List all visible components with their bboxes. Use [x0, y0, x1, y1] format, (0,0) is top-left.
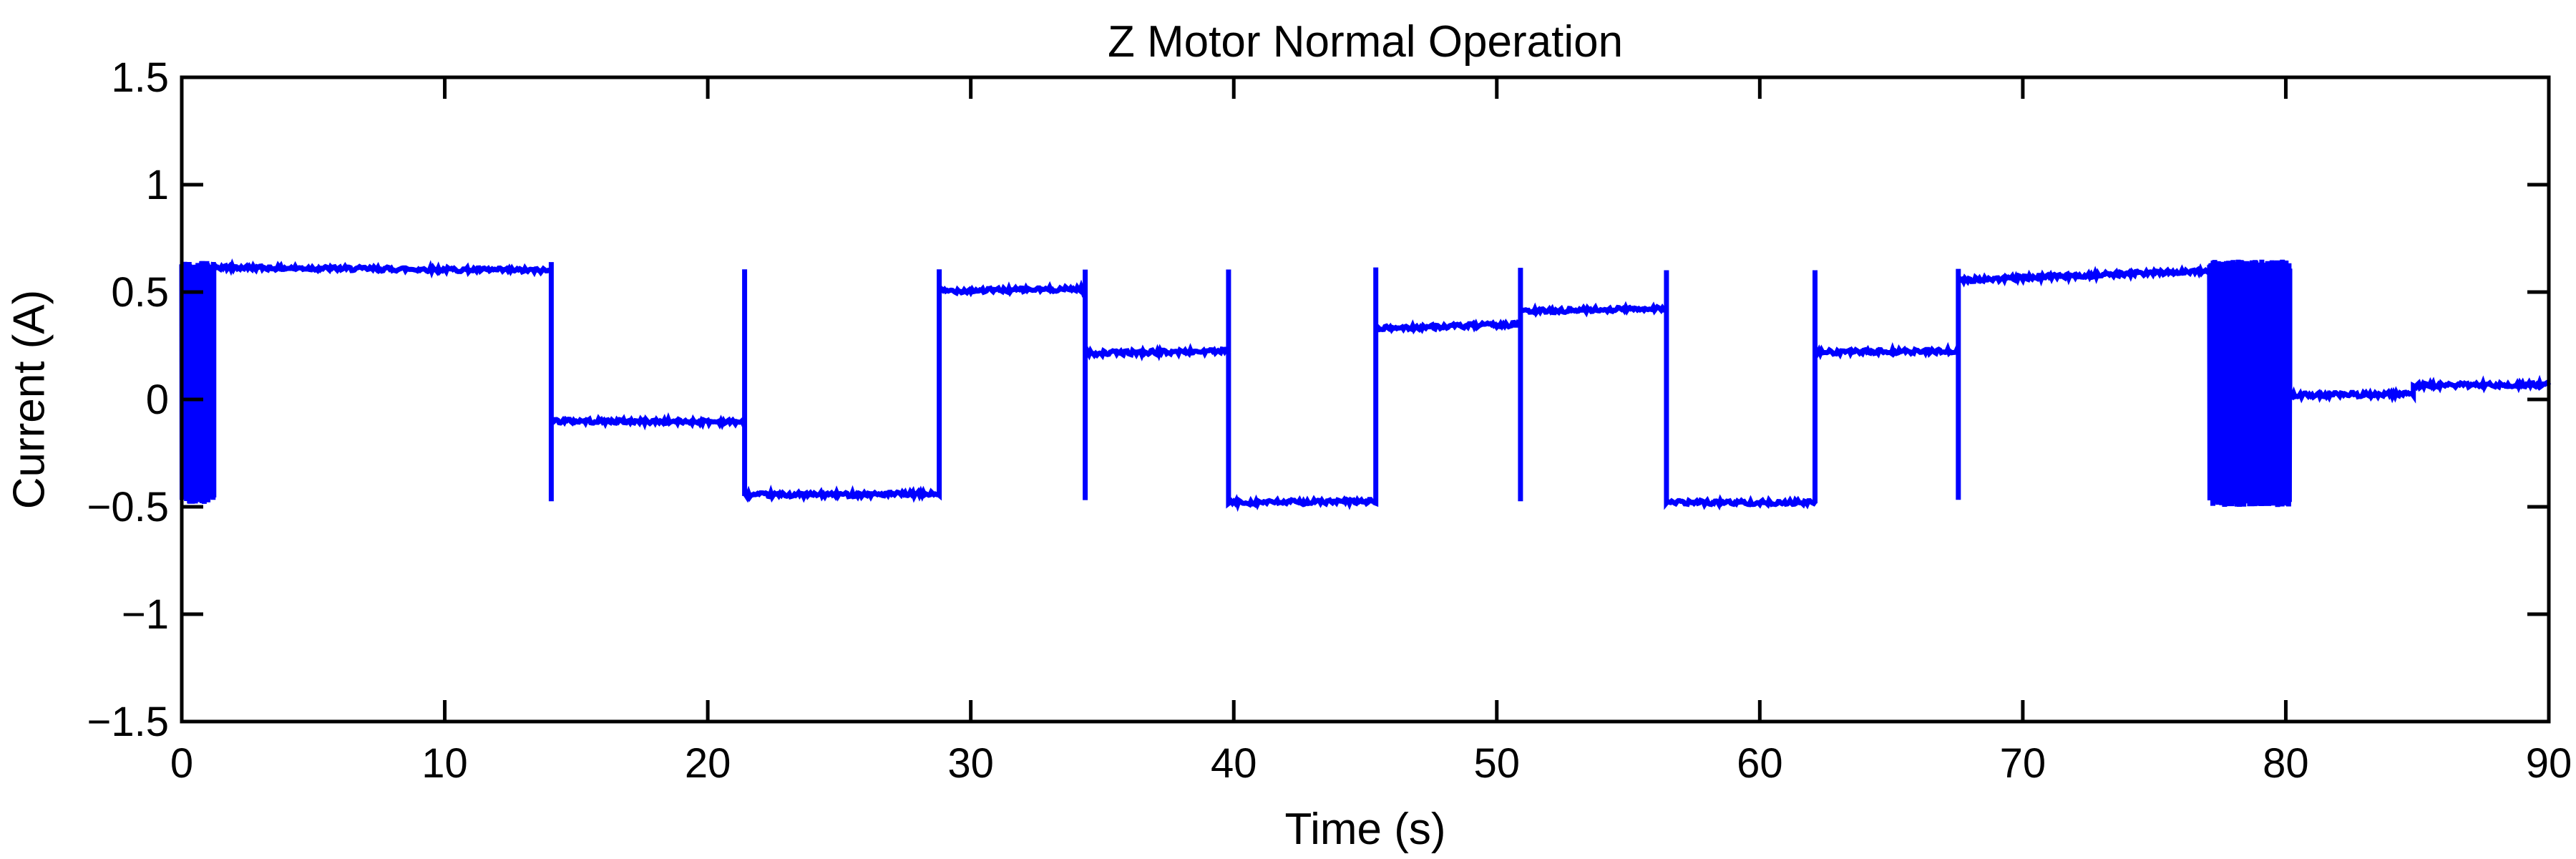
y-axis-tick-label: −0.5 — [87, 484, 170, 530]
x-axis-tick-label: 50 — [1474, 740, 1521, 787]
x-axis-tick-label: 40 — [1211, 740, 1257, 787]
x-axis-tick-label: 30 — [947, 740, 994, 787]
y-axis-tick-label: −1.5 — [87, 699, 170, 745]
x-axis-label: Time (s) — [1284, 805, 1446, 854]
x-axis-tick-label: 60 — [1737, 740, 1783, 787]
x-axis-tick-label: 20 — [685, 740, 731, 787]
x-axis-tick-label: 80 — [2263, 740, 2309, 787]
x-axis-tick-label: 70 — [2000, 740, 2046, 787]
y-axis-tick-label: 0.5 — [111, 269, 169, 316]
y-axis-tick-label: 1.5 — [111, 54, 169, 101]
chart-title: Z Motor Normal Operation — [1107, 17, 1624, 67]
y-axis-tick-label: 0 — [146, 377, 169, 423]
axes-box — [180, 75, 2551, 724]
x-axis-tick-label: 10 — [421, 740, 468, 787]
x-axis-tick-label: 90 — [2526, 740, 2572, 787]
x-axis-tick-label: 0 — [170, 740, 193, 787]
y-axis-tick-label: 1 — [146, 162, 169, 208]
signal-line — [179, 258, 2552, 513]
y-axis-tick-label: −1 — [122, 591, 169, 638]
